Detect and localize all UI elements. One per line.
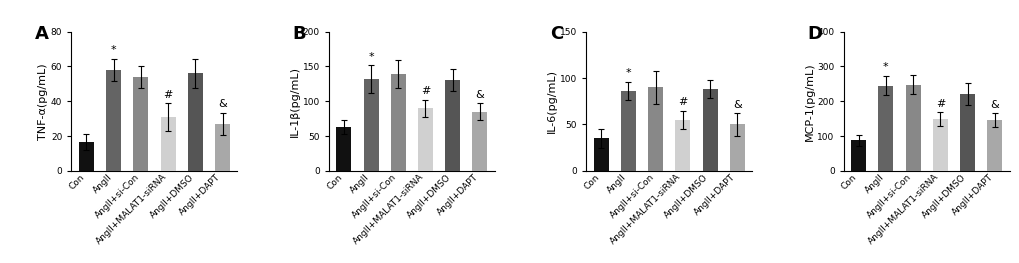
Text: *: * [368, 52, 374, 62]
Bar [621, 91, 635, 171]
Text: *: * [111, 45, 116, 55]
Text: &: & [989, 100, 999, 110]
Y-axis label: TNF-α(pg/mL): TNF-α(pg/mL) [38, 63, 48, 140]
Text: D: D [806, 25, 821, 43]
Bar [336, 127, 351, 171]
Bar [593, 138, 608, 171]
Bar [702, 89, 717, 171]
Bar [187, 73, 203, 171]
Bar [418, 108, 432, 171]
Y-axis label: IL-1β(pg/mL): IL-1β(pg/mL) [289, 66, 300, 137]
Text: #: # [934, 99, 945, 109]
Text: &: & [733, 100, 741, 110]
Bar [986, 120, 1002, 171]
Bar [730, 124, 744, 171]
Bar [78, 142, 94, 171]
Bar [932, 119, 947, 171]
Bar [851, 140, 865, 171]
Text: #: # [678, 97, 687, 107]
Text: &: & [475, 90, 484, 100]
Y-axis label: MCP-1(pg/mL): MCP-1(pg/mL) [804, 62, 814, 140]
Text: B: B [292, 25, 306, 43]
Bar [877, 85, 893, 171]
Bar [133, 77, 148, 171]
Text: #: # [163, 89, 172, 99]
Bar [215, 124, 229, 171]
Bar [905, 84, 920, 171]
Text: A: A [35, 25, 49, 43]
Bar [472, 112, 487, 171]
Text: *: * [625, 68, 631, 78]
Bar [675, 120, 690, 171]
Y-axis label: IL-6(pg/mL): IL-6(pg/mL) [546, 69, 556, 133]
Bar [445, 80, 460, 171]
Bar [959, 94, 974, 171]
Bar [390, 74, 406, 171]
Bar [160, 117, 175, 171]
Text: #: # [421, 86, 430, 96]
Text: C: C [549, 25, 562, 43]
Bar [363, 79, 378, 171]
Bar [106, 70, 121, 171]
Text: *: * [882, 62, 888, 72]
Bar [648, 87, 662, 171]
Text: &: & [218, 99, 226, 109]
